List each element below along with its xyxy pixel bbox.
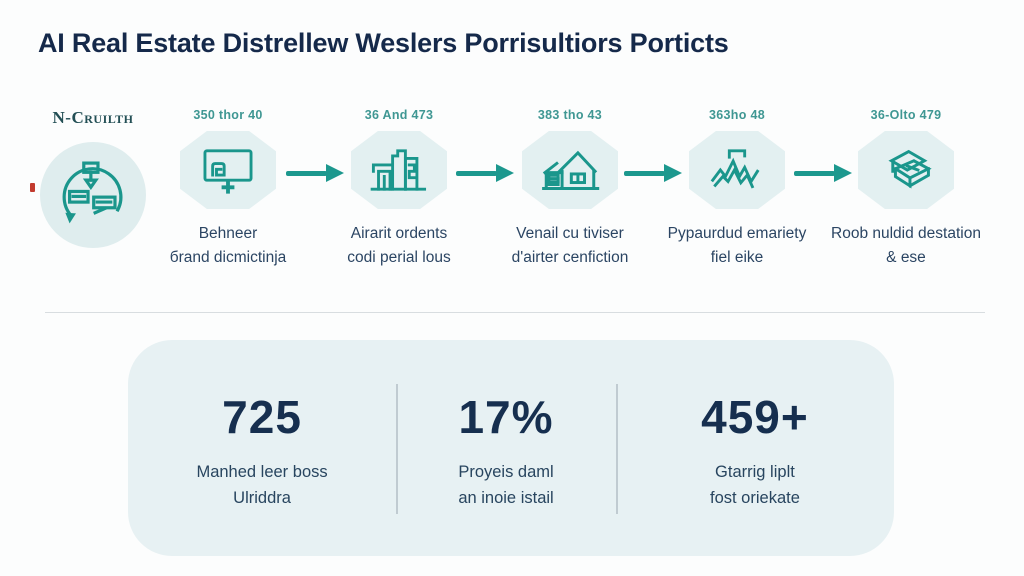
buildings-chart-icon [370,149,427,191]
brand-name: N-Cruilth [52,108,134,127]
red-accent-mark [30,183,35,192]
step-2-icon-box [351,131,447,209]
step-2-label: 36 And 473 [364,108,434,122]
step-2-caption: Airarit ordents codi perial lous [347,225,451,267]
house-garage-icon [542,150,600,190]
monitor-plus-icon [203,149,253,194]
stat-2-value: 17% [458,391,554,443]
stat-divider [616,384,618,514]
stat-1-label: Manhed leer boss Ulriddra [196,463,328,507]
section-divider [45,312,985,313]
step-1-label: 350 thor 40 [193,108,263,122]
zigzag-chart-icon [710,149,760,189]
step-4-label: 363ho 48 [709,108,765,122]
arrow-right-icon [456,164,514,182]
page-title: AI Real Estate Distrellew Weslers Porris… [38,28,729,58]
step-4-caption: Pypaurdud emariety fiel eike [667,225,807,267]
arrow-right-icon [286,164,344,182]
brand-icon-circle [40,142,146,248]
step-2: 36 And 473 Airarit ordents codi perial l… [313,108,485,270]
step-5-caption: Roob nuldid destation & ese [831,225,981,267]
stat-1: 725 Manhed leer boss Ulriddra [128,340,396,556]
step-1-caption: Behneer бrand dicmictinja [169,225,287,267]
arrow-right-icon [624,164,682,182]
step-1: 350 thor 40 Behneer бrand dicmictinja [142,108,314,270]
stat-2: 17% Proyeis daml an inoie istail [396,340,616,556]
isometric-house-icon [888,149,932,189]
step-5-icon-box [858,131,954,209]
stat-2-label: Proyeis daml an inoie istail [458,463,554,507]
step-3-label: 383 tho 43 [537,108,603,122]
step-3-caption: Venail cu tiviser d'airter cenfiction [511,225,629,267]
arrow-right-icon [794,164,852,182]
brand-column: N-Cruilth [28,108,158,248]
step-5: 36-Olto 479 Roob nuldid destation & ese [820,108,992,270]
stat-divider [396,384,398,514]
stat-3: 459+ Gtarrig liplt fost oriekate [616,340,894,556]
stat-3-label: Gtarrig liplt fost oriekate [710,463,800,507]
step-3: 383 tho 43 Venail cu tiviser d'airter ce… [484,108,656,270]
stat-1-value: 725 [222,391,302,443]
step-4: 363ho 48 Pypaurdud emariety fiel eike [651,108,823,270]
stat-3-value: 459+ [701,391,809,443]
step-1-icon-box [180,131,276,209]
stats-panel: 725 Manhed leer boss Ulriddra 17% Proyei… [128,340,894,556]
cycle-flow-icon [62,161,123,224]
step-5-label: 36-Olto 479 [870,108,942,122]
step-3-icon-box [522,131,618,209]
step-4-icon-box [689,131,785,209]
